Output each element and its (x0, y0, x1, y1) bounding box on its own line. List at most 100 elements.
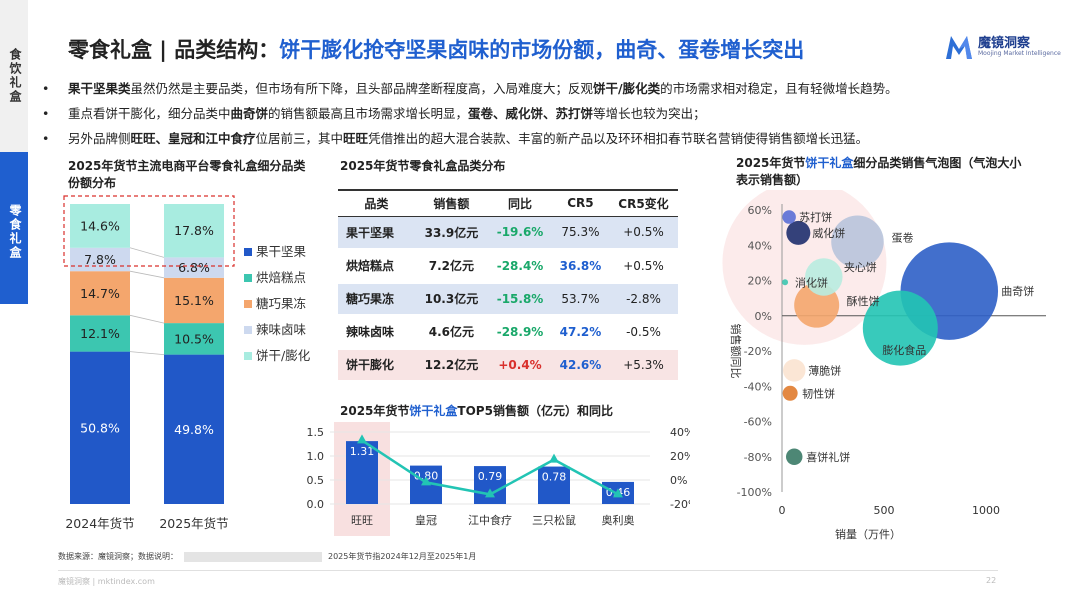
table-cell: 糖巧果冻 (338, 282, 415, 317)
bubble-label: 喜饼礼饼 (806, 450, 850, 464)
table-cell: -19.6% (488, 216, 552, 251)
share-connector-line (129, 270, 165, 279)
bubble (831, 215, 884, 268)
share-bar-segment (70, 315, 130, 352)
share-bar-segment (70, 351, 130, 504)
table-cell: 36.8% (551, 249, 609, 284)
top5-x-tick: 江中食疗 (468, 513, 512, 527)
bullet-text: 位居前三，其中 (255, 131, 344, 146)
bubble-title-prefix: 2025年货节 (736, 156, 806, 170)
bubble-label: 蛋卷 (891, 231, 913, 245)
sidebar-tab-food-drink-gift[interactable]: 食饮礼盒 (0, 0, 28, 152)
top5-bar (474, 466, 506, 504)
top5-x-tick: 旺旺 (351, 514, 373, 527)
table-cell: 7.2亿元 (414, 249, 489, 284)
bullet-text: 等增长也较为突出； (593, 106, 706, 121)
table-cell: -28.9% (488, 315, 552, 350)
table-cell: 12.2亿元 (414, 348, 489, 383)
top5-title-highlight: 饼干礼盒 (409, 404, 458, 418)
page-title: 零食礼盒 | 品类结构：饼干膨化抢夺坚果卤味的市场份额，曲奇、蛋卷增长突出 (68, 34, 804, 64)
logo-m-icon (946, 36, 972, 59)
sidebar-tab-label-active: 零食礼盒 (8, 204, 22, 260)
table-row: 烘焙糕点 7.2亿元 -28.4% 36.8% +0.5% (338, 249, 678, 284)
category-table: 品类 销售额 同比 CR5 CR5变化 果干坚果 33.9亿元 -19.6% 75.3% +0.… (338, 189, 678, 383)
bullet-emphasis: 蛋卷、威化饼、苏打饼 (468, 106, 594, 121)
bullet-text: 的市场需求相对稳定，且有轻微增长趋势。 (660, 81, 898, 96)
y-tick-label: 1.5 (307, 426, 325, 439)
bullet-text: 另外品牌侧 (68, 131, 131, 146)
legend-label: 糖巧果冻 (256, 296, 306, 311)
table-cell: 42.6% (551, 348, 609, 383)
table-row: 饼干膨化 12.2亿元 +0.4% 42.6% +5.3% (338, 348, 678, 383)
bubble-label: 夹心饼 (844, 260, 877, 274)
sidebar-tab-snack-gift[interactable]: 零食礼盒 (0, 152, 28, 304)
share-connector-line (129, 314, 165, 324)
share-data-label: 17.8% (174, 223, 214, 238)
legend-label: 辣味卤味 (256, 322, 307, 337)
table-header-cell: CR5 (551, 189, 609, 217)
y-tick-label: -40% (744, 380, 772, 393)
summary-bullets: 果干坚果类虽然仍然是主要品类，但市场有所下降，且头部品牌垄断程度高，入局难度大；… (40, 76, 1060, 151)
share-x-tick: 2025年货节 (159, 516, 228, 531)
share-data-label: 49.8% (174, 422, 214, 437)
share-data-label: 15.1% (174, 293, 214, 308)
y-axis-label: 销售额同比 (729, 324, 743, 379)
table-header-cell: 品类 (338, 189, 415, 217)
bubble-title-suffix: 细分品类销售气泡图（气泡大小表示销售额） (736, 156, 1022, 187)
bullet-text: 虽然仍然是主要品类，但市场有所下降，且头部品牌垄断程度高，入局难度大；反观 (130, 81, 594, 96)
brand-logo: 魔镜洞察 Moojing Market Intelligence (944, 30, 1061, 66)
table-cell: +0.5% (608, 216, 678, 251)
y-tick-label: -60% (744, 416, 772, 429)
y-tick-label: -100% (737, 486, 772, 499)
bubble (782, 210, 796, 224)
share-data-label: 12.1% (80, 326, 120, 341)
top5-chart-title: 2025年货节饼干礼盒TOP5销售额（亿元）和同比 (340, 403, 613, 420)
bubble-label: 威化饼 (812, 226, 845, 240)
table-row: 辣味卤味 4.6亿元 -28.9% 47.2% -0.5% (338, 315, 678, 350)
table-cell: 53.7% (551, 282, 609, 317)
bubble-label: 苏打饼 (799, 210, 832, 224)
legend-swatch (244, 274, 252, 282)
bubble-label: 消化饼 (795, 275, 828, 289)
share-bar-segment (70, 247, 130, 272)
bubble-label: 薄脆饼 (808, 363, 841, 377)
bubble-label: 膨化食品 (882, 343, 926, 357)
top5-title-suffix: TOP5销售额（亿元）和同比 (457, 404, 613, 418)
table-cell: +0.5% (608, 249, 678, 284)
y-tick-label: -80% (744, 451, 772, 464)
bubble (782, 359, 806, 382)
bubble (786, 220, 811, 245)
legend-swatch (244, 352, 252, 360)
bubble (862, 290, 938, 366)
title-prefix: 零食礼盒 | 品类结构： (68, 38, 280, 62)
yoy-marker (485, 488, 495, 498)
bullet-emphasis: 旺旺 (343, 131, 369, 146)
legend-swatch (244, 300, 252, 308)
legend-swatch (244, 326, 252, 334)
share-data-label: 6.8% (178, 260, 210, 275)
y-tick-label: 60% (748, 204, 772, 217)
x-tick-label: 0 (779, 504, 786, 517)
share-bar-segment (70, 204, 130, 248)
yoy-marker (613, 488, 623, 498)
share-data-label: 50.8% (80, 420, 120, 435)
table-cell: 饼干膨化 (338, 348, 415, 383)
bubble (785, 448, 803, 465)
period-note: 2025年货节指2024年12月至2025年1月 (328, 552, 477, 561)
y-tick-label: 0.0 (307, 498, 325, 511)
table-header-cell: 同比 (488, 189, 552, 217)
logo-name: 魔镜洞察 (978, 36, 1031, 51)
bullet-emphasis: 旺旺、皇冠和江中食疗 (130, 131, 256, 146)
yoy-marker (357, 434, 367, 444)
bubble-label: 曲奇饼 (1001, 284, 1034, 298)
yoy-marker (421, 476, 431, 486)
share-data-label: 14.6% (80, 218, 120, 233)
x-tick-label: 1000 (972, 504, 1000, 517)
bubble (782, 279, 789, 286)
table-cell: -0.5% (608, 315, 678, 350)
bullet-emphasis: 果干坚果类 (68, 81, 131, 96)
bullet-item: 重点看饼干膨化，细分品类中曲奇饼的销售额最高且市场需求增长明显，蛋卷、威化饼、苏… (40, 101, 1060, 126)
top5-bar (346, 441, 378, 504)
share-bar-segment (164, 354, 224, 504)
title-highlight: 饼干膨化抢夺坚果卤味的市场份额，曲奇、蛋卷增长突出 (279, 38, 805, 62)
